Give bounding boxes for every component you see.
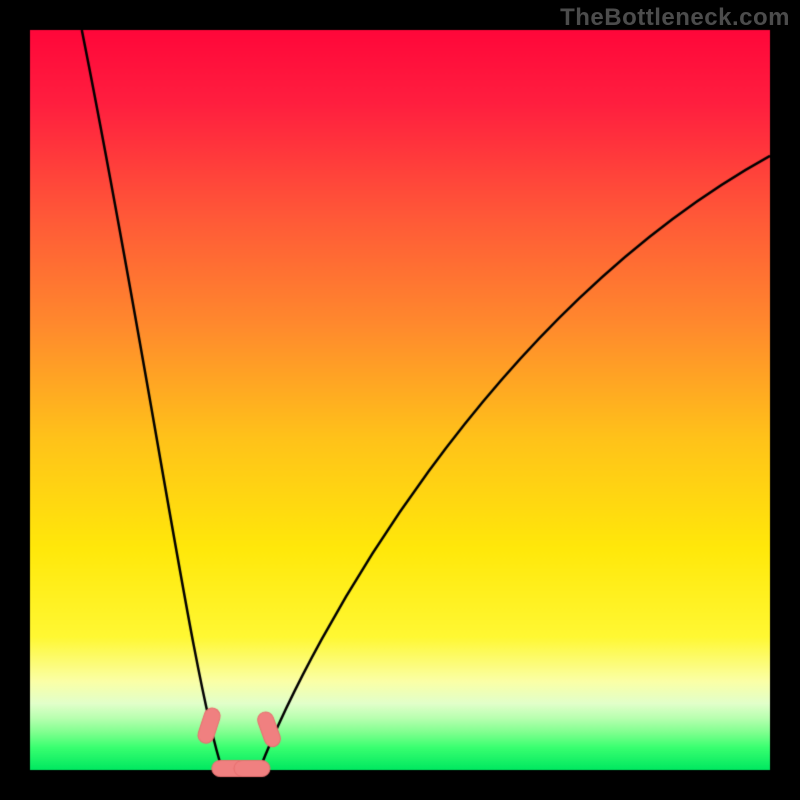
bottleneck-chart-canvas [0, 0, 800, 800]
watermark-text: TheBottleneck.com [560, 4, 790, 32]
